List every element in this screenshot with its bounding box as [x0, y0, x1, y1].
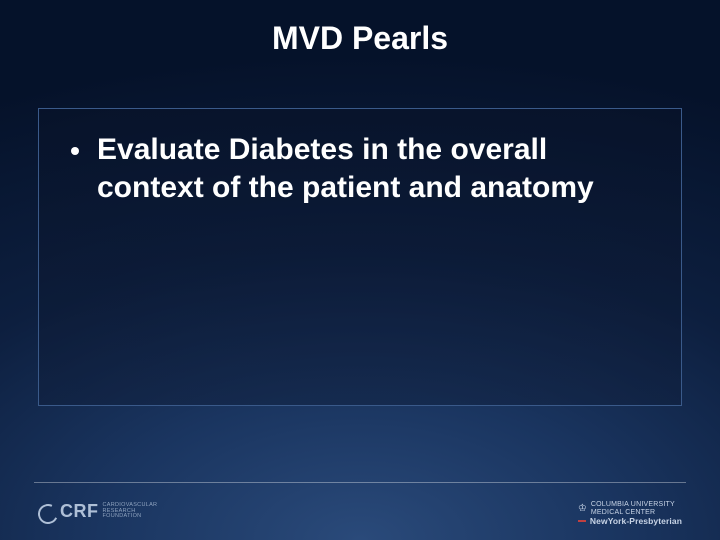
logo-right-group: ♔ COLUMBIA UNIVERSITY MEDICAL CENTER New… [578, 501, 682, 526]
cu-line2: MEDICAL CENTER [591, 509, 675, 516]
footer-divider [34, 482, 686, 483]
footer: CRF CARDIOVASCULAR RESEARCH FOUNDATION ♔… [0, 482, 720, 540]
crf-subtext: CARDIOVASCULAR RESEARCH FOUNDATION [103, 503, 158, 520]
crown-icon: ♔ [578, 503, 587, 514]
crf-mark-text: CRF [60, 501, 99, 522]
slide-title: MVD Pearls [0, 20, 720, 57]
logo-columbia: ♔ COLUMBIA UNIVERSITY MEDICAL CENTER [578, 501, 682, 516]
nyp-dash-icon [578, 520, 586, 522]
columbia-text: COLUMBIA UNIVERSITY MEDICAL CENTER [591, 501, 675, 516]
logo-crf: CRF CARDIOVASCULAR RESEARCH FOUNDATION [38, 501, 157, 522]
crf-sub-line3: FOUNDATION [103, 514, 158, 520]
logo-nyp: NewYork-Presbyterian [578, 516, 682, 526]
crf-ring-icon [35, 501, 61, 527]
slide: MVD Pearls Evaluate Diabetes in the over… [0, 0, 720, 540]
bullet-text: Evaluate Diabetes in the overall context… [97, 131, 651, 206]
nyp-text: NewYork-Presbyterian [590, 516, 682, 526]
content-box: Evaluate Diabetes in the overall context… [38, 108, 682, 406]
cu-line1: COLUMBIA UNIVERSITY [591, 501, 675, 508]
bullet-item: Evaluate Diabetes in the overall context… [69, 131, 651, 206]
bullet-dot-icon [71, 147, 79, 155]
